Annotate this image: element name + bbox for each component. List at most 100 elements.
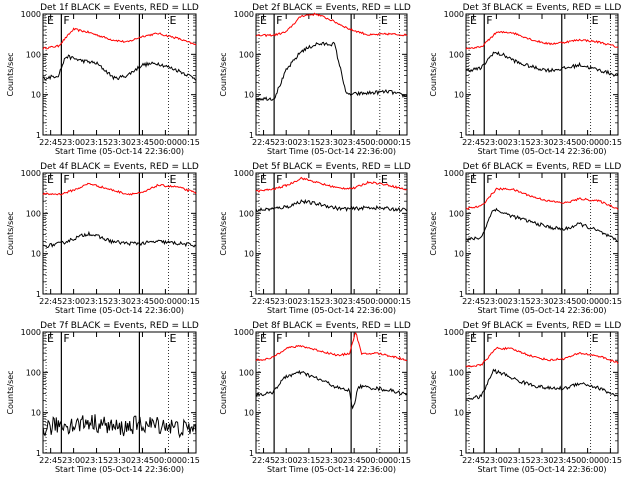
interval-marker-label: E	[169, 14, 176, 27]
panel-title: Det 5f BLACK = Events, RED = LLD	[252, 162, 411, 172]
x-tick-label: 00:15	[388, 456, 411, 465]
x-axis-label: Start Time (05-Oct-14 22:36:00)	[477, 465, 606, 474]
plot-frame	[465, 331, 619, 454]
interval-marker-label: F	[486, 173, 492, 186]
x-tick-label: 23:30	[530, 138, 553, 147]
panel-title: Det 2f BLACK = Events, RED = LLD	[252, 3, 411, 13]
x-tick-label: 23:00	[485, 456, 508, 465]
detector-panel: Det 2f BLACK = Events, RED = LLD 1 10 100 10…	[219, 3, 411, 156]
x-tick-label: 23:45	[131, 456, 154, 465]
events-series-line	[42, 230, 197, 249]
x-axis-label: Start Time (05-Oct-14 22:36:00)	[267, 306, 396, 315]
y-tick-label: 10	[244, 409, 254, 418]
interval-marker-label: F	[63, 332, 69, 345]
interval-marker-label: E	[470, 332, 477, 345]
x-tick-label: 23:00	[275, 297, 298, 306]
y-axis-label: Counts/sec	[429, 52, 438, 96]
interval-marker-label: F	[63, 14, 69, 27]
x-tick-label: 23:00	[275, 138, 298, 147]
x-tick-label: 23:00	[62, 456, 85, 465]
interval-marker-label: E	[260, 332, 267, 345]
x-axis-label: Start Time (05-Oct-14 22:36:00)	[267, 465, 396, 474]
panel-title: Det 8f BLACK = Events, RED = LLD	[252, 321, 411, 331]
y-tick-label: 1	[459, 290, 464, 299]
x-tick-label: 23:15	[508, 138, 531, 147]
events-series-line	[42, 414, 197, 439]
plot-frame	[465, 172, 619, 295]
y-axis-label: Counts/sec	[219, 370, 228, 414]
interval-marker-label: E	[169, 332, 176, 345]
plot-frame	[255, 13, 408, 136]
x-tick-label: 23:15	[297, 456, 320, 465]
x-tick-label: 00:00	[576, 297, 599, 306]
y-tick-label: 1000	[234, 328, 254, 337]
x-tick-label: 00:00	[365, 297, 388, 306]
x-tick-label: 00:15	[177, 456, 200, 465]
y-tick-label: 10	[454, 91, 464, 100]
x-tick-label: 00:15	[599, 456, 622, 465]
interval-marker-label: E	[470, 14, 477, 27]
plot-frame	[42, 172, 197, 295]
x-tick-label: 23:45	[553, 138, 576, 147]
y-axis-label: Counts/sec	[6, 370, 15, 414]
x-tick-label: 22:45	[462, 456, 485, 465]
x-tick-label: 23:30	[320, 138, 343, 147]
interval-marker-label: E	[47, 332, 54, 345]
y-axis-label: Counts/sec	[6, 52, 15, 96]
x-tick-label: 22:45	[39, 138, 62, 147]
interval-marker-label: F	[276, 173, 282, 186]
x-axis-label: Start Time (05-Oct-14 22:36:00)	[477, 306, 606, 315]
x-tick-label: 00:00	[154, 297, 177, 306]
plot-frame	[255, 331, 408, 454]
y-tick-label: 1000	[234, 10, 254, 19]
plot-frame	[465, 13, 619, 136]
x-tick-label: 23:00	[485, 138, 508, 147]
x-tick-label: 23:15	[297, 138, 320, 147]
y-tick-label: 1000	[21, 10, 41, 19]
interval-marker-label: E	[381, 173, 388, 186]
x-tick-label: 23:45	[553, 297, 576, 306]
x-tick-label: 22:45	[462, 297, 485, 306]
x-tick-label: 22:45	[252, 297, 275, 306]
interval-marker-label: F	[276, 14, 282, 27]
detector-panel: Det 8f BLACK = Events, RED = LLD 1 10 100 10…	[219, 321, 411, 474]
x-tick-label: 23:45	[343, 297, 366, 306]
lld-series-line	[255, 12, 408, 38]
y-tick-label: 1	[36, 290, 41, 299]
y-tick-label: 10	[244, 250, 254, 259]
events-series-line	[42, 54, 197, 81]
x-tick-label: 23:15	[85, 456, 108, 465]
x-tick-label: 23:15	[85, 297, 108, 306]
x-tick-label: 22:45	[252, 456, 275, 465]
x-tick-label: 23:45	[343, 456, 366, 465]
x-tick-label: 00:00	[365, 138, 388, 147]
x-axis-label: Start Time (05-Oct-14 22:36:00)	[55, 306, 184, 315]
interval-marker-label: E	[260, 173, 267, 186]
panel-title: Det 7f BLACK = Events, RED = LLD	[40, 321, 199, 331]
x-tick-label: 00:15	[388, 138, 411, 147]
plot-frame	[42, 331, 197, 454]
y-axis-label: Counts/sec	[219, 211, 228, 255]
x-tick-label: 00:15	[388, 297, 411, 306]
x-axis-label: Start Time (05-Oct-14 22:36:00)	[267, 147, 396, 156]
events-series-line	[255, 41, 408, 102]
detector-panel: Det 6f BLACK = Events, RED = LLD 1 10 100 10…	[429, 162, 622, 315]
x-tick-label: 23:00	[275, 456, 298, 465]
plot-frame	[255, 172, 408, 295]
y-tick-label: 1000	[21, 169, 41, 178]
x-tick-label: 23:15	[85, 138, 108, 147]
x-tick-label: 23:30	[320, 297, 343, 306]
y-tick-label: 1	[459, 449, 464, 458]
y-tick-label: 10	[31, 91, 41, 100]
events-series-line	[465, 207, 619, 243]
interval-marker-label: E	[592, 173, 599, 186]
events-series-line	[255, 369, 408, 410]
x-tick-label: 00:00	[154, 138, 177, 147]
y-tick-label: 10	[31, 409, 41, 418]
x-tick-label: 22:45	[462, 138, 485, 147]
events-series-line	[465, 368, 619, 401]
y-tick-label: 100	[449, 368, 464, 377]
interval-marker-label: F	[63, 173, 69, 186]
plot-frame	[42, 13, 197, 136]
